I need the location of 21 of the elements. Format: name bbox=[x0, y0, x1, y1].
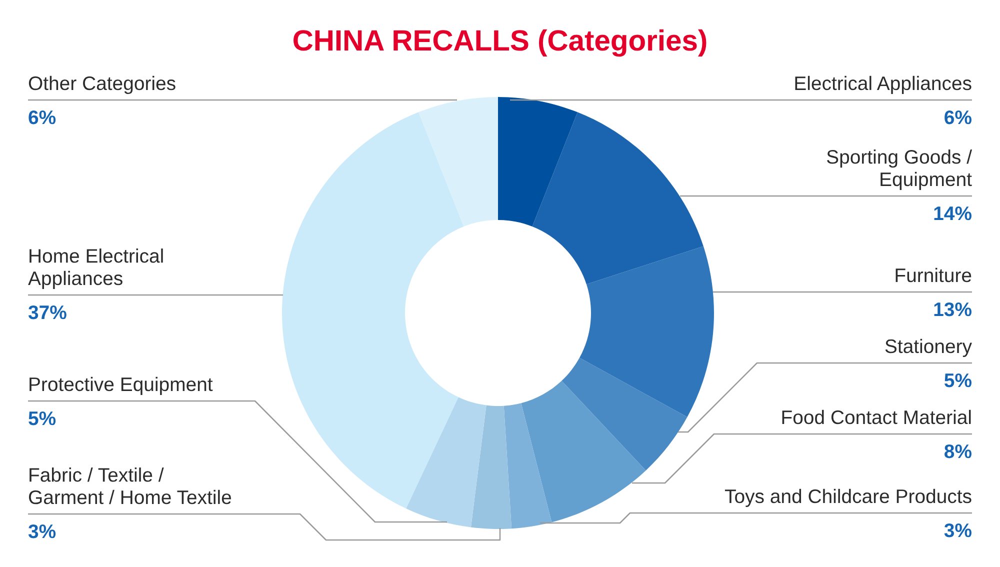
data-label: 5% bbox=[28, 412, 56, 426]
chart-title: CHINA RECALLS (Categories) bbox=[294, 29, 706, 57]
slice-label: Sporting Goods / Equipment bbox=[826, 150, 972, 190]
data-label: 14% bbox=[934, 206, 972, 220]
slice-label: Food Contact Material bbox=[782, 410, 971, 424]
data-label: 6% bbox=[28, 110, 56, 124]
data-label: 37% bbox=[28, 305, 66, 320]
slice-label: Stationery bbox=[885, 338, 972, 357]
slice-label: Home Electrical Appliances bbox=[28, 248, 163, 289]
data-label: 3% bbox=[28, 524, 56, 538]
slice-label: Furniture bbox=[896, 268, 972, 282]
data-label: 5% bbox=[944, 374, 972, 388]
slice-label: Fabric / Textile / Garment / Home Textile bbox=[28, 468, 232, 504]
data-label: 8% bbox=[944, 444, 972, 458]
data-label: 13% bbox=[934, 302, 972, 316]
slice-label: Toys and Childcare Products bbox=[724, 488, 972, 507]
data-label: 6% bbox=[944, 110, 972, 124]
data-label: 3% bbox=[944, 523, 972, 538]
slice-label: Protective Equipment bbox=[30, 376, 213, 395]
slice-label: Other Categories bbox=[28, 76, 176, 94]
slice-label: Electrical Appliances bbox=[795, 76, 972, 94]
